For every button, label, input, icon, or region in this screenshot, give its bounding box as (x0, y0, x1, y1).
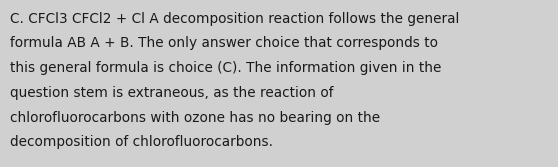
Text: this general formula is choice (C). The information given in the: this general formula is choice (C). The … (10, 61, 441, 75)
Text: chlorofluorocarbons with ozone has no bearing on the: chlorofluorocarbons with ozone has no be… (10, 111, 380, 125)
Text: C. CFCl3 CFCl2 + Cl A decomposition reaction follows the general: C. CFCl3 CFCl2 + Cl A decomposition reac… (10, 12, 459, 26)
Text: question stem is extraneous, as the reaction of: question stem is extraneous, as the reac… (10, 86, 334, 100)
Text: formula AB A + B. The only answer choice that corresponds to: formula AB A + B. The only answer choice… (10, 36, 438, 50)
Text: decomposition of chlorofluorocarbons.: decomposition of chlorofluorocarbons. (10, 135, 273, 149)
